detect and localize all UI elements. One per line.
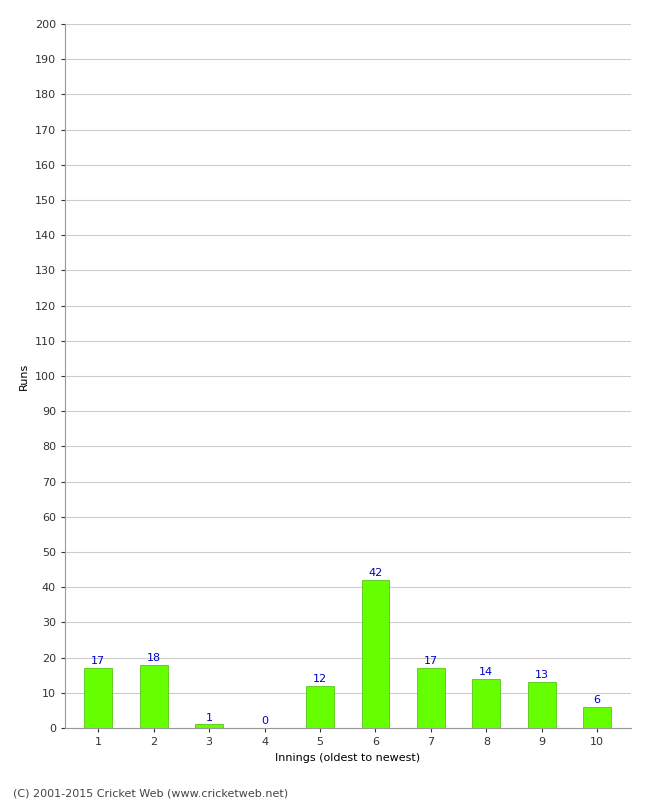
Text: 0: 0: [261, 716, 268, 726]
Text: 14: 14: [479, 667, 493, 677]
Bar: [361, 580, 389, 728]
Text: (C) 2001-2015 Cricket Web (www.cricketweb.net): (C) 2001-2015 Cricket Web (www.cricketwe…: [13, 788, 288, 798]
Bar: [306, 686, 334, 728]
Text: 6: 6: [593, 695, 601, 705]
Y-axis label: Runs: Runs: [20, 362, 29, 390]
Text: 1: 1: [205, 713, 213, 722]
Text: 17: 17: [424, 656, 438, 666]
Text: 12: 12: [313, 674, 327, 684]
Text: 18: 18: [147, 653, 161, 663]
Text: 42: 42: [369, 568, 383, 578]
Bar: [84, 668, 112, 728]
Text: 17: 17: [91, 656, 105, 666]
Bar: [140, 665, 168, 728]
Bar: [417, 668, 445, 728]
Bar: [473, 678, 501, 728]
Bar: [195, 725, 223, 728]
Bar: [528, 682, 556, 728]
Bar: [584, 707, 611, 728]
Text: 13: 13: [535, 670, 549, 681]
X-axis label: Innings (oldest to newest): Innings (oldest to newest): [275, 753, 421, 762]
